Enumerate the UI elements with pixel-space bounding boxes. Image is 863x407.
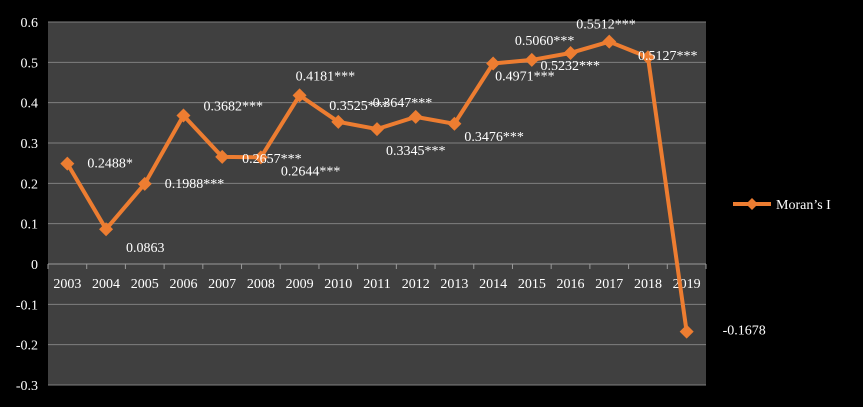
- data-point-marker: [370, 122, 384, 137]
- legend-diamond-marker: [746, 198, 758, 210]
- x-tick-label: 2014: [479, 277, 507, 292]
- x-tick-label: 2010: [324, 277, 352, 292]
- x-tick-label: 2017: [595, 277, 623, 292]
- data-label: 0.5512***: [576, 18, 636, 33]
- x-tick-label: 2007: [208, 277, 236, 292]
- plot-area: [48, 22, 706, 385]
- data-label: 0.1988***: [165, 177, 225, 192]
- data-label: 0.3345***: [386, 144, 446, 159]
- data-point-marker: [486, 56, 501, 71]
- x-tick-label: 2015: [518, 277, 546, 292]
- data-point-marker: [602, 34, 617, 49]
- data-label: 0.2657***: [242, 152, 301, 167]
- y-tick-label: 0.4: [21, 97, 39, 112]
- series-moran: [60, 34, 694, 339]
- data-point-marker: [524, 52, 539, 67]
- data-label: 0.2488*: [87, 157, 132, 172]
- data-label: 0.3682***: [203, 99, 263, 114]
- data-point-marker: [331, 114, 346, 129]
- data-point-marker: [447, 116, 462, 131]
- x-tick-label: 2011: [363, 277, 390, 292]
- x-tick-label: 2018: [634, 277, 662, 292]
- x-tick-label: 2006: [169, 277, 197, 292]
- legend: Moran’s I: [733, 198, 831, 213]
- y-tick-label: 0.6: [21, 16, 39, 31]
- x-axis-ticks: 2003 2004 2005 2006 2007 2008 2009 2010 2011 2012…: [53, 277, 700, 292]
- data-point-marker: [563, 45, 578, 60]
- x-tick-label: 2004: [92, 277, 120, 292]
- data-point-marker: [408, 109, 423, 124]
- data-label: 0.4971***: [495, 70, 555, 85]
- x-tick-label: 2005: [131, 277, 159, 292]
- x-tick-label: 2013: [440, 277, 468, 292]
- data-point-marker: [253, 150, 268, 165]
- x-tick-label: 2019: [673, 277, 701, 292]
- data-label: 0.3476***: [464, 130, 523, 145]
- data-label: 0.3647***: [373, 96, 433, 111]
- data-point-marker: [292, 88, 307, 103]
- data-label: -0.1678: [723, 324, 766, 339]
- data-label: 0.0863: [126, 241, 165, 256]
- x-tick-label: 2003: [53, 277, 81, 292]
- data-label: 0.5127***: [638, 49, 698, 64]
- x-tick-label: 2012: [402, 277, 430, 292]
- data-point-marker: [640, 50, 655, 65]
- x-tick-label: 2016: [557, 277, 585, 292]
- data-label: 0.5060***: [515, 34, 575, 49]
- y-tick-label: -0.2: [16, 339, 38, 354]
- x-tick-label: 2008: [247, 277, 275, 292]
- data-label: 0.2644***: [281, 164, 341, 179]
- y-tick-label: 0.2: [21, 177, 39, 192]
- y-axis-ticks: 0.6 0.5 0.4 0.3 0.2 0.1 0 -0.1 -0.2 -0.3: [16, 16, 38, 394]
- y-tick-label: -0.3: [16, 379, 38, 394]
- gridlines: [47, 21, 707, 386]
- data-point-marker: [60, 156, 75, 171]
- data-label: 0.3525***: [329, 99, 389, 114]
- data-point-marker: [99, 222, 114, 237]
- y-tick-label: -0.1: [16, 298, 38, 313]
- data-label: 0.5232***: [541, 59, 601, 74]
- data-point-marker: [679, 324, 694, 339]
- data-point-marker: [215, 149, 230, 164]
- y-tick-label: 0.5: [21, 56, 39, 71]
- legend-label: Moran’s I: [776, 198, 831, 213]
- data-label: 0.4181***: [296, 69, 356, 84]
- y-tick-label: 0.1: [21, 218, 39, 233]
- y-tick-label: 0: [31, 258, 38, 273]
- x-tick-label: 2009: [286, 277, 314, 292]
- data-point-marker: [176, 108, 191, 123]
- y-tick-label: 0.3: [21, 137, 39, 152]
- data-labels: 0.2488* 0.0863 0.1988*** 0.3682*** 0.2657***…: [87, 18, 765, 339]
- data-point-marker: [137, 176, 152, 191]
